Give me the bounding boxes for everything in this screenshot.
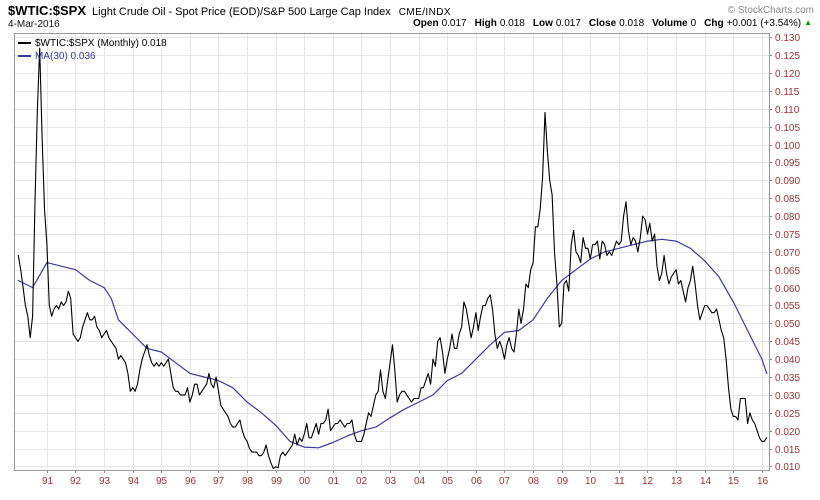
y-axis-label: 0.120 [775,69,800,80]
quote-label-low: Low [532,18,553,29]
quote-label-chg: Chg [704,18,724,29]
y-axis-label: 0.080 [775,212,800,223]
y-axis-label: 0.105 [775,123,800,134]
x-axis-label: 13 [671,476,683,487]
quote-value-close: 0.018 [619,18,645,29]
legend-label: $WTIC:$SPX (Monthly) 0.018 [35,38,167,49]
legend: $WTIC:$SPX (Monthly) 0.018 MA(30) 0.036 [18,37,167,63]
symbol: $WTIC:$SPX [8,3,87,18]
x-axis-label: 09 [557,476,569,487]
series-line-0 [17,47,768,470]
y-axis-label: 0.090 [775,176,800,187]
x-axis-label: 05 [442,476,454,487]
y-axis-label: 0.110 [775,105,800,116]
y-axis-label: 0.055 [775,301,800,312]
y-axis-label: 0.095 [775,158,800,169]
y-axis-label: 0.100 [775,141,800,152]
y-axis-label: 0.050 [775,319,800,330]
x-axis-label: 08 [528,476,540,487]
x-axis-label: 01 [328,476,340,487]
y-axis-label: 0.125 [775,51,800,62]
y-axis-label: 0.085 [775,194,800,205]
x-axis-label: 14 [700,476,712,487]
x-axis-label: 91 [42,476,54,487]
x-axis-label: 98 [242,476,254,487]
x-axis-label: 96 [185,476,197,487]
x-axis-label: 15 [728,476,740,487]
y-axis-label: 0.065 [775,266,800,277]
legend-swatch-icon [18,42,31,45]
plot-border [14,33,770,471]
quote-row: Open 0.017 High 0.018 Low 0.017 Close 0.018 Volu… [405,18,812,29]
x-axis-label: 07 [499,476,511,487]
y-axis-label: 0.015 [775,445,800,456]
x-axis-label: 11 [614,476,625,487]
legend-swatch-icon [18,55,31,58]
legend-item-1: MA(30) 0.036 [18,50,167,63]
x-axis-label: 03 [385,476,397,487]
x-axis-label: 92 [70,476,82,487]
change-up-arrow-icon: ▲ [804,18,812,27]
chart-date: 4-Mar-2016 [8,19,60,30]
quote-label-close: Close [588,18,617,29]
quote-label-volume: Volume [652,18,688,29]
x-axis-label: 06 [471,476,483,487]
copyright: © StockCharts.com [727,5,814,16]
y-axis-label: 0.045 [775,337,800,348]
x-axis-label: 93 [99,476,111,487]
x-axis-label: 04 [414,476,426,487]
quote-value-chg: +0.001 (+3.54%) [726,18,802,29]
x-axis-label: 16 [757,476,769,487]
x-axis-label: 02 [356,476,368,487]
y-axis-label: 0.035 [775,373,800,384]
y-axis-label: 0.020 [775,427,800,438]
y-axis-label: 0.060 [775,284,800,295]
y-axis-label: 0.040 [775,355,800,366]
quote-label-high: High [474,18,497,29]
x-axis-label: 95 [156,476,168,487]
x-axis-label: 99 [271,476,283,487]
x-axis-label: 10 [585,476,597,487]
chart-header: $WTIC:$SPX Light Crude Oil - Spot Price (… [8,3,451,18]
quote-value-low: 0.017 [555,18,581,29]
y-axis-label: 0.115 [775,87,800,98]
symbol-description: Light Crude Oil - Spot Price (EOD)/S&P 5… [92,6,391,18]
y-axis-label: 0.030 [775,391,800,402]
legend-item-0: $WTIC:$SPX (Monthly) 0.018 [18,37,167,50]
exchange: CME/INDX [398,7,451,18]
legend-label: MA(30) 0.036 [35,51,96,62]
x-axis-label: 00 [299,476,311,487]
y-axis-label: 0.070 [775,248,800,259]
y-axis-label: 0.075 [775,230,800,241]
y-axis-label: 0.025 [775,409,800,420]
x-axis-label: 94 [128,476,140,487]
quote-value-open: 0.017 [441,18,467,29]
y-axis-label: 0.010 [775,462,800,473]
x-axis-label: 97 [213,476,225,487]
quote-value-high: 0.018 [499,18,525,29]
x-axis-label: 12 [642,476,654,487]
series-line-1 [17,238,768,449]
quote-value-volume: 0 [690,18,697,29]
y-axis-label: 0.130 [775,33,800,44]
quote-label-open: Open [413,18,439,29]
